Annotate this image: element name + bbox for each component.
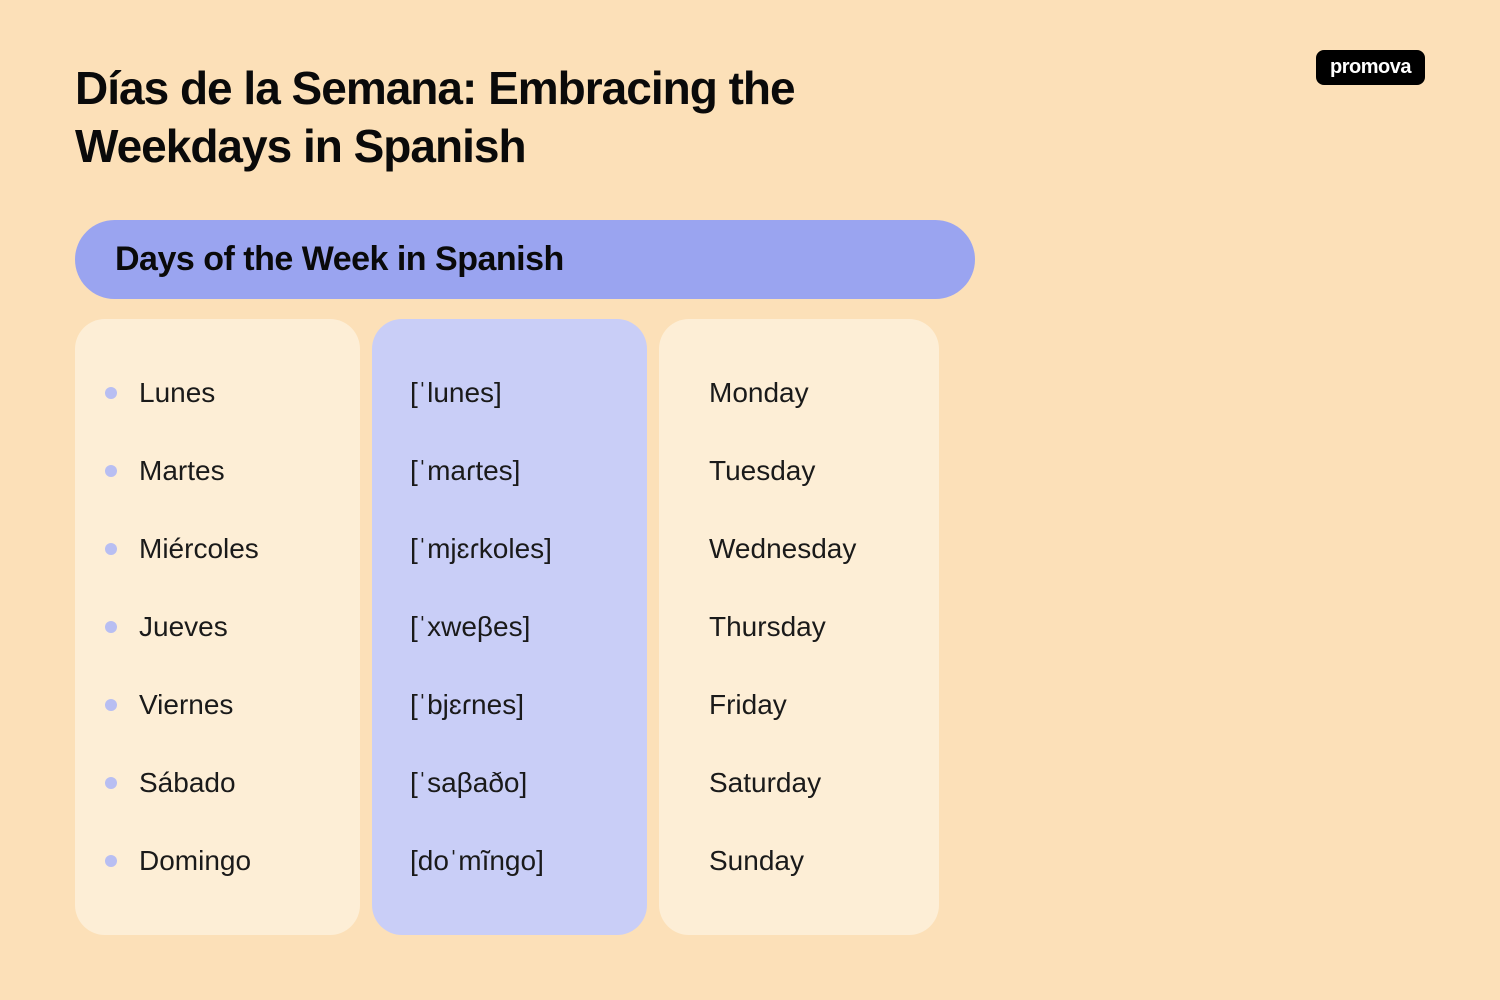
bullet-icon (105, 543, 117, 555)
english-day: Saturday (709, 767, 821, 799)
ipa-pronunciation: [ˈxweβes] (410, 611, 530, 643)
bullet-icon (105, 621, 117, 633)
subtitle-text: Days of the Week in Spanish (115, 240, 935, 279)
bullet-icon (105, 699, 117, 711)
list-item: Lunes (105, 354, 330, 432)
english-day: Thursday (709, 611, 826, 643)
list-item: Viernes (105, 666, 330, 744)
list-item: [ˈbjɛɾnes] (402, 666, 617, 744)
list-item: [ˈlunes] (402, 354, 617, 432)
bullet-icon (105, 777, 117, 789)
spanish-day: Lunes (139, 377, 215, 409)
spanish-day: Domingo (139, 845, 251, 877)
list-item: Saturday (689, 744, 909, 822)
english-day: Friday (709, 689, 787, 721)
ipa-pronunciation: [ˈbjɛɾnes] (410, 689, 524, 721)
list-item: Domingo (105, 822, 330, 900)
ipa-pronunciation: [ˈsaβaðo] (410, 767, 527, 799)
list-item: Sunday (689, 822, 909, 900)
days-table: Lunes Martes Miércoles Jueves Viernes Sá… (75, 319, 975, 935)
ipa-pronunciation: [ˈmjɛɾkoles] (410, 533, 552, 565)
list-item: [ˈmaɾtes] (402, 432, 617, 510)
list-item: Monday (689, 354, 909, 432)
list-item: [doˈmĩngo] (402, 822, 617, 900)
ipa-pronunciation: [ˈmaɾtes] (410, 455, 520, 487)
list-item: Sábado (105, 744, 330, 822)
english-day: Wednesday (709, 533, 856, 565)
list-item: Jueves (105, 588, 330, 666)
bullet-icon (105, 855, 117, 867)
page-title: Días de la Semana: Embracing the Weekday… (75, 60, 875, 175)
english-day: Sunday (709, 845, 804, 877)
spanish-day: Sábado (139, 767, 236, 799)
bullet-icon (105, 387, 117, 399)
list-item: Miércoles (105, 510, 330, 588)
spanish-day: Miércoles (139, 533, 259, 565)
ipa-pronunciation: [doˈmĩngo] (410, 845, 544, 877)
list-item: [ˈsaβaðo] (402, 744, 617, 822)
list-item: Tuesday (689, 432, 909, 510)
column-ipa: [ˈlunes] [ˈmaɾtes] [ˈmjɛɾkoles] [ˈxweβes… (372, 319, 647, 935)
brand-logo: promova (1316, 50, 1425, 85)
list-item: [ˈxweβes] (402, 588, 617, 666)
bullet-icon (105, 465, 117, 477)
list-item: Wednesday (689, 510, 909, 588)
column-english: Monday Tuesday Wednesday Thursday Friday… (659, 319, 939, 935)
list-item: Friday (689, 666, 909, 744)
list-item: [ˈmjɛɾkoles] (402, 510, 617, 588)
content-card: Days of the Week in Spanish Lunes Martes… (75, 220, 975, 935)
english-day: Monday (709, 377, 809, 409)
spanish-day: Martes (139, 455, 225, 487)
column-spanish: Lunes Martes Miércoles Jueves Viernes Sá… (75, 319, 360, 935)
list-item: Thursday (689, 588, 909, 666)
ipa-pronunciation: [ˈlunes] (410, 377, 502, 409)
subtitle-bar: Days of the Week in Spanish (75, 220, 975, 299)
list-item: Martes (105, 432, 330, 510)
spanish-day: Jueves (139, 611, 228, 643)
spanish-day: Viernes (139, 689, 233, 721)
english-day: Tuesday (709, 455, 815, 487)
